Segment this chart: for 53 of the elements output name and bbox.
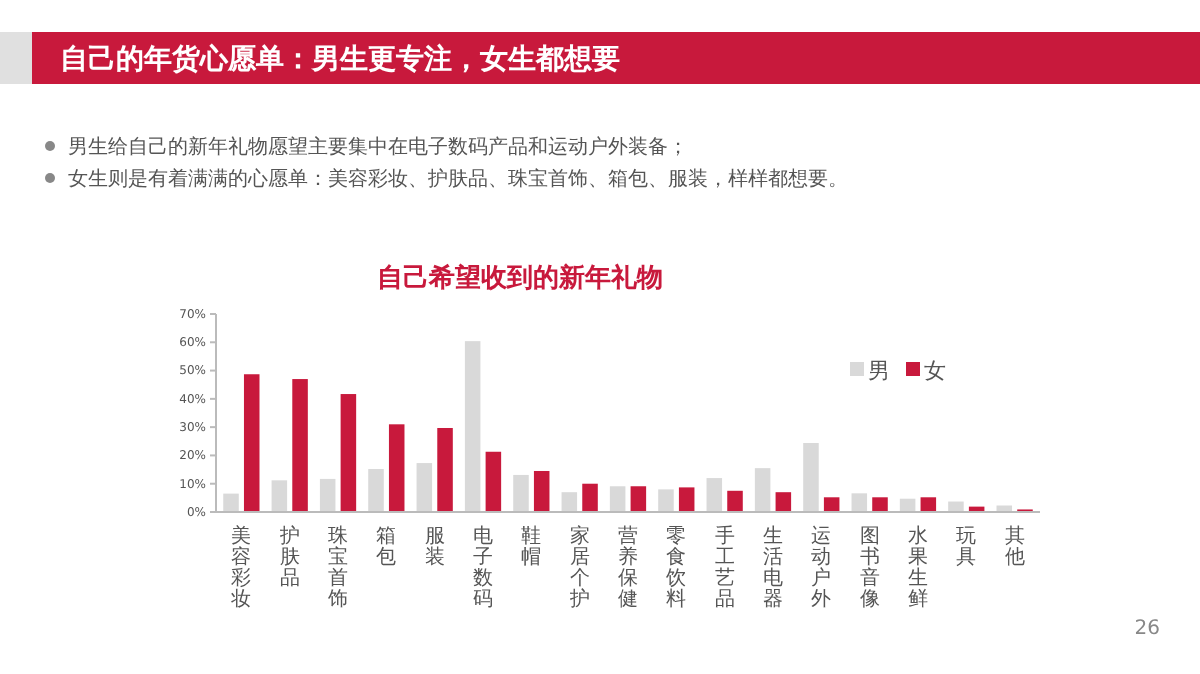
bar — [582, 483, 598, 512]
x-tick-label: 手工艺品 — [714, 524, 735, 611]
bar — [485, 451, 502, 512]
bar — [803, 442, 819, 512]
text: 男生给自己的新年礼物愿望主要集中在电子数码产品和运动户外装备； — [68, 135, 688, 159]
chart-subtitle: 自己希望收到的新年礼物 — [377, 262, 663, 294]
bar — [243, 374, 260, 512]
bar — [561, 492, 578, 512]
bar — [340, 394, 357, 512]
bar — [292, 379, 308, 512]
legend-label: 男 — [868, 357, 890, 384]
bar — [823, 497, 840, 512]
bar — [678, 487, 695, 512]
bar — [416, 463, 433, 512]
bar — [271, 480, 288, 512]
bar — [706, 478, 723, 512]
x-tick-label: 生活电器 — [762, 524, 783, 611]
bar — [464, 341, 481, 512]
x-tick-label: 服装 — [424, 526, 445, 569]
bar — [754, 468, 771, 512]
x-tick-label: 护肤品 — [277, 524, 300, 590]
x-tick-label: 水果生鲜 — [907, 524, 928, 611]
x-tick-label: 家居个护 — [567, 524, 590, 611]
bar — [388, 424, 405, 512]
bar — [368, 469, 384, 512]
x-tick-label: 其他 — [1004, 524, 1025, 569]
bar — [319, 478, 336, 512]
x-tick-label: 玩具 — [956, 526, 977, 569]
x-tick-label: 电子数码 — [473, 524, 494, 611]
x-tick-label: 鞋帽 — [521, 524, 542, 569]
bar — [533, 470, 550, 512]
x-tick-label: 珠宝首饰 — [326, 524, 349, 611]
bar — [609, 486, 626, 512]
text: 26 — [1134, 618, 1160, 640]
text: 女生则是有着满满的心愿单：美容彩妆、护肤品、珠宝首饰、箱包、服装，样样都想要。 — [68, 167, 848, 191]
bar — [513, 474, 529, 512]
bar — [630, 486, 647, 512]
x-tick-label: 运动户外 — [811, 524, 832, 611]
x-tick-label: 图书音像 — [859, 526, 880, 611]
x-tick-label: 营养保健 — [618, 524, 638, 611]
bar — [727, 490, 743, 512]
bar — [223, 493, 239, 512]
chart-title: 自己的年货心愿单：男生更专注，女生都想要 — [60, 42, 620, 77]
bar — [437, 427, 453, 512]
bar — [658, 489, 674, 512]
x-tick-label: 美容彩妆 — [231, 524, 252, 611]
legend-label: 女 — [924, 357, 946, 384]
x-tick-label: 箱包 — [376, 526, 397, 569]
x-tick-label: 零食饮料 — [664, 526, 687, 611]
bar — [775, 492, 792, 512]
bar — [872, 497, 888, 512]
bar — [851, 493, 868, 512]
bar — [920, 497, 937, 512]
